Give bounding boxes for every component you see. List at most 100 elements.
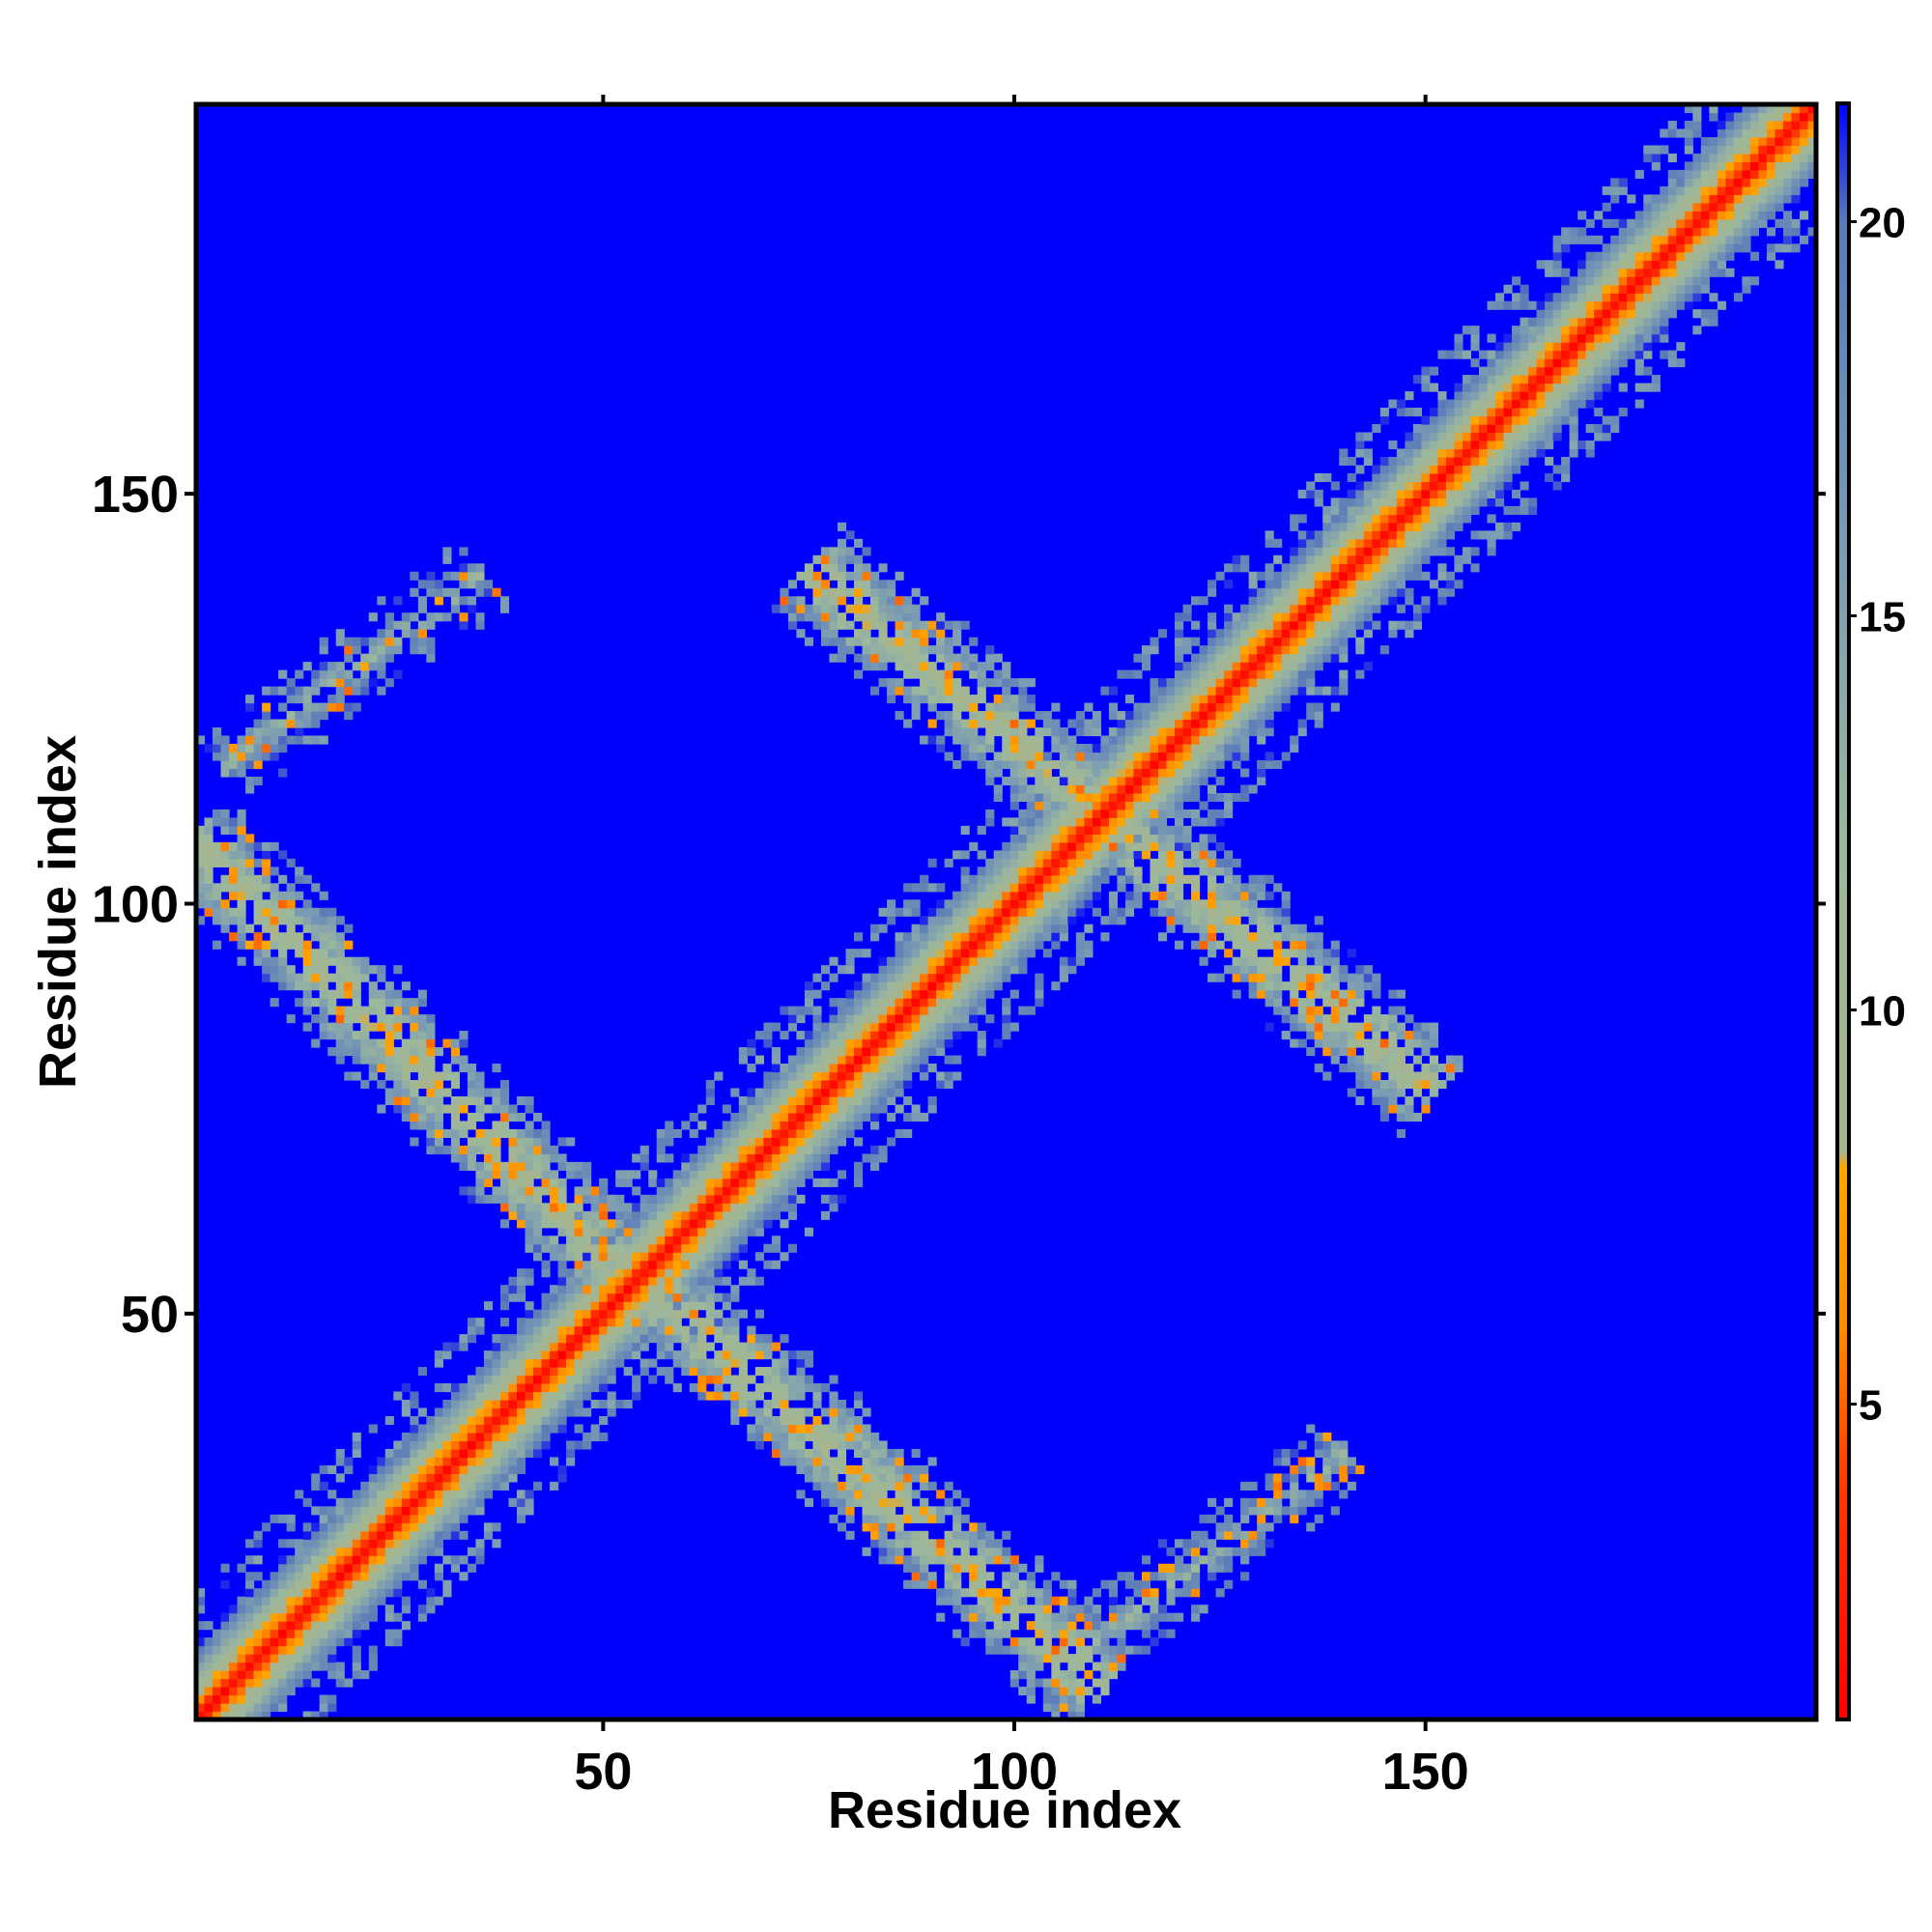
- heatmap-cell: [459, 1464, 469, 1474]
- heatmap-cell: [213, 735, 222, 745]
- heatmap-cell: [1108, 1579, 1119, 1589]
- heatmap-cell: [960, 702, 970, 712]
- heatmap-cell: [475, 1464, 485, 1474]
- heatmap-cell: [270, 1662, 279, 1671]
- heatmap-cell: [697, 1367, 707, 1377]
- heatmap-cell: [384, 1497, 394, 1507]
- heatmap-cell: [1108, 891, 1119, 900]
- heatmap-cell: [952, 981, 962, 991]
- heatmap-cell: [1191, 916, 1201, 925]
- heatmap-cell: [1224, 678, 1234, 688]
- heatmap-cell: [1215, 678, 1225, 688]
- heatmap-cell: [689, 1219, 698, 1229]
- heatmap-cell: [1124, 841, 1135, 851]
- heatmap-cell: [862, 1522, 871, 1532]
- heatmap-cell: [508, 1367, 518, 1377]
- heatmap-cell: [870, 1022, 880, 1032]
- heatmap-cell: [747, 1145, 756, 1154]
- heatmap-cell: [319, 1006, 328, 1015]
- heatmap-cell: [1232, 907, 1241, 917]
- heatmap-cell: [722, 1210, 731, 1220]
- heatmap-cell: [887, 1481, 896, 1491]
- heatmap-cell: [993, 1605, 1003, 1614]
- heatmap-cell: [623, 1227, 633, 1236]
- heatmap-cell: [302, 1555, 312, 1565]
- heatmap-cell: [204, 1703, 213, 1713]
- heatmap-cell: [1141, 768, 1151, 778]
- heatmap-cell: [845, 1038, 855, 1048]
- heatmap-cell: [911, 940, 921, 950]
- heatmap-cell: [590, 1260, 600, 1269]
- heatmap-cell: [368, 1071, 378, 1081]
- heatmap-cell: [780, 1432, 789, 1442]
- heatmap-cell: [1141, 841, 1151, 851]
- heatmap-cell: [1075, 817, 1085, 827]
- heatmap-cell: [845, 587, 855, 597]
- heatmap-cell: [229, 1703, 239, 1713]
- heatmap-cell: [499, 1203, 510, 1212]
- heatmap-cell: [648, 1178, 658, 1187]
- heatmap-cell: [213, 752, 222, 761]
- heatmap-cell: [410, 1415, 419, 1426]
- heatmap-cell: [442, 1128, 452, 1138]
- heatmap-cell: [697, 1342, 707, 1351]
- heatmap-cell: [952, 1031, 962, 1040]
- heatmap-cell: [1035, 874, 1044, 884]
- heatmap-cell: [812, 1399, 822, 1409]
- heatmap-cell: [278, 932, 288, 942]
- heatmap-cell: [747, 1391, 756, 1401]
- heatmap-cell: [1215, 662, 1225, 671]
- heatmap-cell: [335, 1572, 345, 1581]
- heatmap-cell: [705, 1309, 715, 1319]
- heatmap-cell: [1009, 801, 1019, 810]
- heatmap-cell: [541, 1415, 551, 1426]
- heatmap-cell: [689, 1260, 698, 1269]
- heatmap-cell: [771, 1432, 781, 1442]
- heatmap-cell: [780, 1415, 789, 1426]
- heatmap-cell: [196, 867, 206, 876]
- heatmap-cell: [1117, 744, 1126, 753]
- heatmap-cell: [311, 1579, 321, 1589]
- heatmap-cell: [229, 752, 239, 761]
- heatmap-cell: [459, 1153, 469, 1163]
- heatmap-cell: [1199, 940, 1208, 950]
- heatmap-cell: [771, 1186, 781, 1196]
- heatmap-cell: [311, 1572, 321, 1581]
- heatmap-cell: [952, 1506, 962, 1516]
- heatmap-cell: [417, 989, 427, 999]
- heatmap-cell: [401, 1006, 411, 1015]
- heatmap-cell: [311, 923, 321, 933]
- heatmap-cell: [780, 1375, 789, 1384]
- heatmap-cell: [1117, 792, 1126, 803]
- heatmap-cell: [541, 1236, 551, 1245]
- heatmap-cell: [763, 1095, 773, 1106]
- heatmap-cell: [499, 1104, 510, 1114]
- heatmap-cell: [656, 1276, 666, 1286]
- heatmap-cell: [410, 612, 419, 622]
- heatmap-cell: [360, 965, 370, 975]
- heatmap-cell: [870, 1031, 880, 1040]
- heatmap-cell: [927, 1031, 937, 1040]
- heatmap-cell: [590, 1227, 600, 1236]
- heatmap-cell: [829, 1014, 838, 1024]
- heatmap-cell: [845, 571, 855, 581]
- heatmap-cell: [417, 1424, 427, 1434]
- heatmap-cell: [911, 645, 921, 655]
- heatmap-cell: [344, 1579, 354, 1589]
- heatmap-cell: [1009, 1637, 1019, 1647]
- heatmap-cell: [270, 1596, 279, 1605]
- heatmap-cell: [1166, 752, 1176, 761]
- heatmap-cell: [1166, 874, 1176, 884]
- heatmap-cell: [483, 1088, 494, 1097]
- heatmap-cell: [1075, 874, 1085, 884]
- heatmap-cell: [327, 1539, 337, 1548]
- heatmap-cell: [335, 1621, 345, 1631]
- heatmap-cell: [705, 1137, 715, 1147]
- heatmap-cell: [492, 1391, 501, 1401]
- heatmap-cell: [442, 1383, 452, 1393]
- heatmap-cell: [944, 1530, 953, 1540]
- heatmap-cell: [887, 1088, 896, 1097]
- heatmap-cell: [434, 1547, 443, 1556]
- heatmap-cell: [410, 1088, 419, 1097]
- heatmap-cell: [936, 1047, 946, 1057]
